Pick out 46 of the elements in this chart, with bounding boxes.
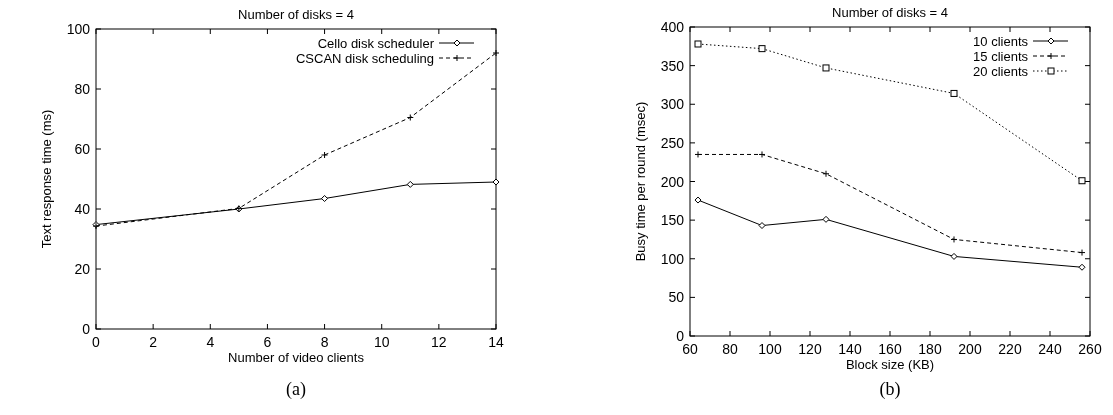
x-tick-label: 200 [958,341,982,357]
y-tick-label: 300 [660,96,685,113]
x-tick-label: 220 [998,341,1022,357]
x-tick-label: 60 [682,341,698,357]
x-tick-label: 0 [92,334,101,350]
x-axis-title: Block size (KB) [845,357,935,372]
x-axis-title: Number of video clients [228,350,365,365]
x-tick-label: 180 [918,341,942,357]
legend-label: 20 clients [973,64,1029,79]
legend-label: 15 clients [973,49,1029,64]
y-tick-label: 400 [660,19,685,35]
y-tick-label: 100 [66,21,91,37]
y-tick-label: 80 [74,81,91,97]
y-tick-label: 350 [660,57,685,74]
y-tick-label: 40 [74,201,91,217]
x-tick-label: 14 [488,334,504,350]
x-tick-label: 240 [1038,341,1062,357]
y-axis-title: Text response time (ms) [39,109,54,249]
y-tick-label: 20 [74,261,91,277]
x-tick-label: 12 [431,334,447,350]
x-tick-label: 120 [798,341,822,357]
x-tick-label: 140 [838,341,862,357]
y-tick-label: 250 [660,134,685,151]
legend-label: 10 clients [973,34,1029,49]
x-tick-label: 6 [263,334,272,350]
x-tick-label: 80 [722,341,738,357]
x-tick-label: 2 [149,334,158,350]
text: (a) [286,379,306,400]
text: (b) [879,379,901,400]
x-tick-label: 160 [878,341,902,357]
x-tick-label: 100 [758,341,782,357]
y-tick-label: 60 [74,141,91,157]
y-tick-label: 50 [668,289,685,306]
chart-title: Number of disks = 4 [832,5,948,20]
y-tick-label: 150 [660,212,685,229]
x-tick-label: 10 [373,334,390,350]
x-tick-label: 4 [206,334,215,350]
y-tick-label: 200 [660,173,685,190]
y-tick-label: 0 [82,321,91,337]
y-tick-label: 100 [660,250,685,267]
legend-label: CSCAN disk scheduling [295,51,434,66]
x-tick-label: 260 [1078,341,1102,357]
y-axis-title: Busy time per round (msec) [633,101,648,262]
x-tick-label: 8 [320,334,329,350]
chart-title: Number of disks = 4 [238,7,354,22]
legend-label: Cello disk scheduler [317,36,435,51]
